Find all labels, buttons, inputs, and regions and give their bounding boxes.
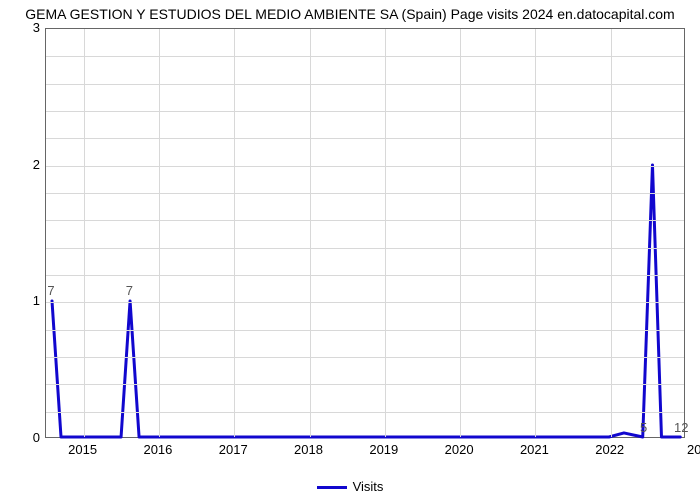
v-gridline — [611, 29, 612, 437]
v-gridline — [84, 29, 85, 437]
h-minor-gridline — [46, 111, 684, 112]
data-point-label: 5 — [640, 420, 647, 435]
data-point-label: 7 — [126, 283, 133, 298]
v-gridline — [159, 29, 160, 437]
h-minor-gridline — [46, 84, 684, 85]
v-gridline — [310, 29, 311, 437]
data-point-label: 12 — [674, 420, 688, 435]
x-tick-label: 2021 — [520, 442, 549, 457]
y-tick-label: 3 — [10, 20, 40, 35]
h-minor-gridline — [46, 193, 684, 194]
chart-title: GEMA GESTION Y ESTUDIOS DEL MEDIO AMBIEN… — [0, 6, 700, 22]
v-gridline — [460, 29, 461, 437]
h-minor-gridline — [46, 275, 684, 276]
x-tick-label: 2015 — [68, 442, 97, 457]
x-tick-label: 2018 — [294, 442, 323, 457]
h-gridline — [46, 302, 684, 303]
h-minor-gridline — [46, 357, 684, 358]
h-minor-gridline — [46, 248, 684, 249]
h-minor-gridline — [46, 412, 684, 413]
series-line — [46, 29, 684, 437]
h-minor-gridline — [46, 384, 684, 385]
y-tick-label: 1 — [10, 293, 40, 308]
x-tick-label: 2022 — [595, 442, 624, 457]
h-minor-gridline — [46, 220, 684, 221]
v-gridline — [535, 29, 536, 437]
h-minor-gridline — [46, 56, 684, 57]
legend-swatch — [317, 486, 347, 489]
x-tick-label: 2019 — [369, 442, 398, 457]
legend-label: Visits — [353, 479, 384, 494]
y-tick-label: 2 — [10, 157, 40, 172]
legend: Visits — [0, 479, 700, 494]
plot-area — [45, 28, 685, 438]
y-tick-label: 0 — [10, 430, 40, 445]
v-gridline — [385, 29, 386, 437]
x-tick-label: 202 — [687, 442, 700, 457]
h-minor-gridline — [46, 138, 684, 139]
h-minor-gridline — [46, 330, 684, 331]
x-tick-label: 2017 — [219, 442, 248, 457]
x-tick-label: 2016 — [143, 442, 172, 457]
v-gridline — [234, 29, 235, 437]
data-point-label: 7 — [47, 283, 54, 298]
h-gridline — [46, 166, 684, 167]
x-tick-label: 2020 — [445, 442, 474, 457]
